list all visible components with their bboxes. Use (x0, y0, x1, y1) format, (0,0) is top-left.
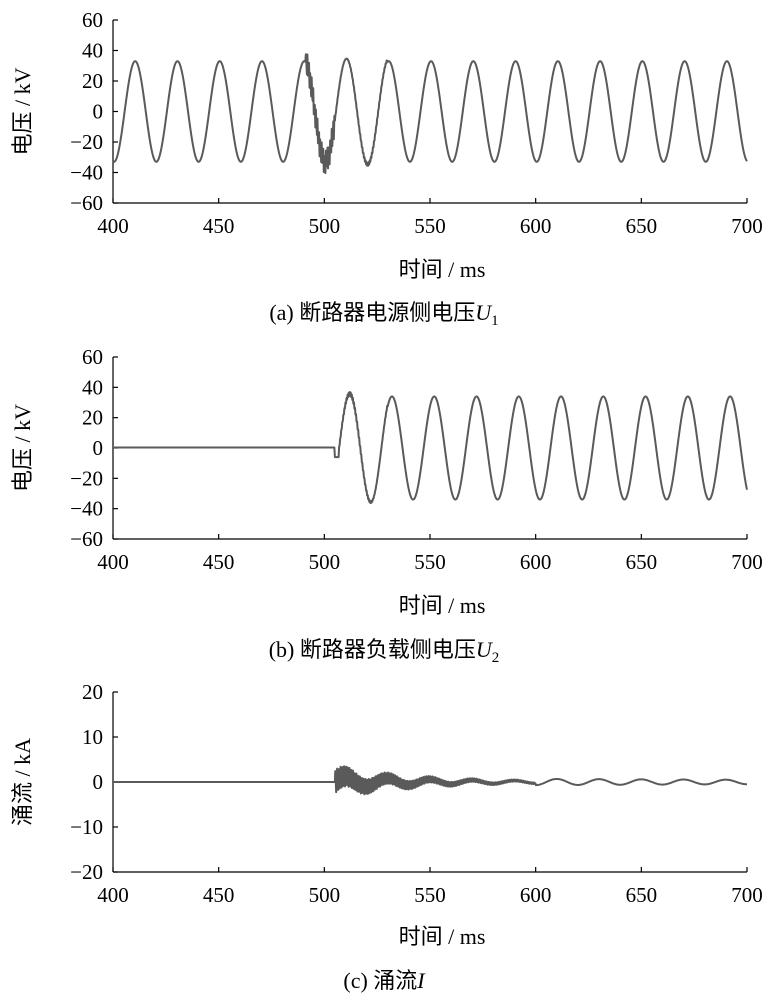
x-tick-label: 700 (731, 883, 763, 907)
panel-caption: (a) 断路器电源侧电压U1 (269, 300, 498, 329)
x-tick-label: 650 (626, 883, 658, 907)
y-tick-label: −20 (70, 466, 103, 490)
x-tick-label: 400 (97, 214, 129, 238)
x-tick-label: 500 (309, 883, 341, 907)
series-line (112, 391, 748, 504)
y-tick-label: −60 (70, 191, 103, 215)
y-axis-label: 涌流 / kA (10, 738, 35, 826)
x-tick-label: 600 (520, 214, 552, 238)
series-line (112, 53, 748, 175)
x-tick-label: 550 (414, 883, 446, 907)
x-tick-label: 450 (203, 883, 235, 907)
y-tick-label: 0 (93, 436, 104, 460)
y-tick-label: −60 (70, 527, 103, 551)
y-tick-label: 0 (93, 100, 104, 124)
y-tick-label: −40 (70, 497, 103, 521)
panel-caption: (b) 断路器负载侧电压U2 (269, 637, 500, 666)
x-tick-label: 450 (203, 214, 235, 238)
x-tick-label: 550 (414, 214, 446, 238)
x-tick-label: 500 (309, 214, 341, 238)
y-tick-label: 60 (82, 345, 103, 369)
y-tick-label: 40 (82, 39, 103, 63)
y-tick-label: 40 (82, 375, 103, 399)
y-axis-label: 电压 / kV (10, 404, 35, 492)
y-tick-label: −20 (70, 130, 103, 154)
x-tick-label: 650 (626, 214, 658, 238)
y-tick-label: 20 (82, 680, 103, 704)
x-axis-label: 时间 / ms (399, 593, 486, 618)
x-tick-label: 600 (520, 550, 552, 574)
x-tick-label: 650 (626, 550, 658, 574)
x-tick-label: 450 (203, 550, 235, 574)
y-tick-label: −40 (70, 161, 103, 185)
x-tick-label: 400 (97, 883, 129, 907)
y-axis-label: 电压 / kV (10, 67, 35, 155)
x-tick-label: 600 (520, 883, 552, 907)
panel-caption: (c) 涌流I (343, 968, 426, 993)
x-tick-label: 550 (414, 550, 446, 574)
y-tick-label: 60 (82, 8, 103, 32)
y-tick-label: 0 (93, 770, 104, 794)
x-tick-label: 500 (309, 550, 341, 574)
x-axis-label: 时间 / ms (399, 257, 486, 282)
y-tick-label: 10 (82, 725, 103, 749)
x-axis-label: 时间 / ms (399, 924, 486, 949)
y-tick-label: 20 (82, 69, 103, 93)
x-tick-label: 700 (731, 550, 763, 574)
y-tick-label: 20 (82, 406, 103, 430)
y-tick-label: −10 (70, 815, 103, 839)
x-tick-label: 700 (731, 214, 763, 238)
x-tick-label: 400 (97, 550, 129, 574)
y-tick-label: −20 (70, 860, 103, 884)
series-line (112, 765, 748, 796)
